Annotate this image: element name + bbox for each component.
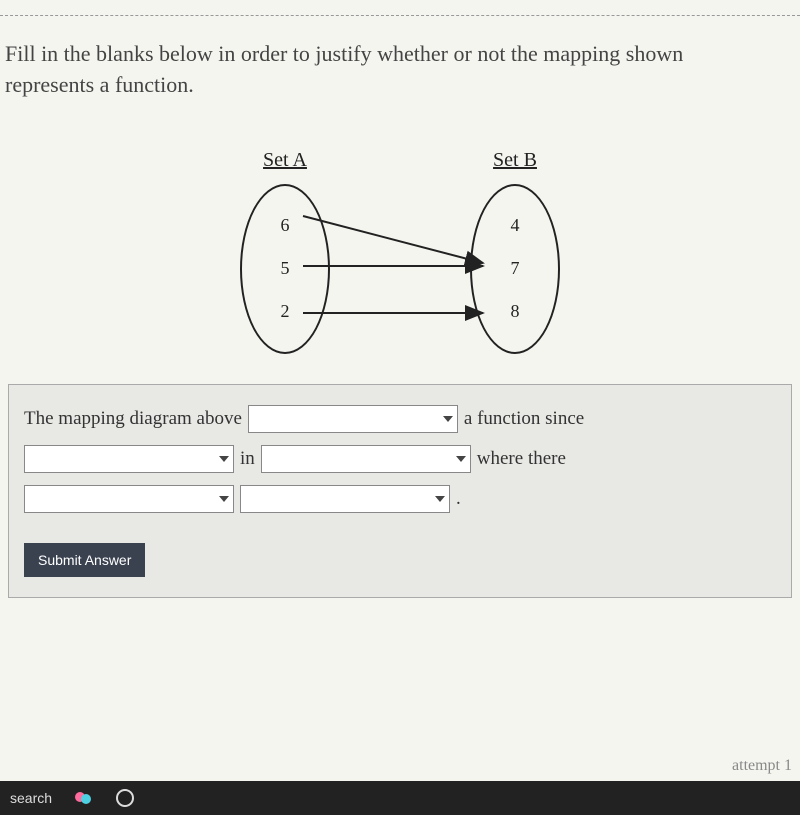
- answer-mid1: a function since: [464, 408, 584, 430]
- answer-box: The mapping diagram above a function sin…: [8, 384, 792, 598]
- answer-period: .: [456, 488, 461, 510]
- taskbar-weather-icon[interactable]: [72, 787, 94, 809]
- set-b-label: Set B: [493, 149, 537, 172]
- chevron-down-icon: [219, 456, 229, 462]
- sets-wrapper: Set A 6 5 2 Set B 4 7 8: [240, 149, 560, 354]
- answer-in: in: [240, 448, 255, 470]
- answer-mid2: where there: [477, 448, 566, 470]
- answer-row-3: .: [24, 485, 776, 513]
- set-a-label: Set A: [263, 149, 307, 172]
- chevron-down-icon: [443, 416, 453, 422]
- set-a-column: Set A 6 5 2: [240, 149, 330, 354]
- dropdown-3[interactable]: [261, 445, 471, 473]
- dropdown-4[interactable]: [24, 485, 234, 513]
- answer-row-1: The mapping diagram above a function sin…: [24, 405, 776, 433]
- set-b-oval: 4 7 8: [470, 184, 560, 354]
- divider-line: [0, 15, 800, 16]
- mapping-diagram: Set A 6 5 2 Set B 4 7 8: [0, 149, 800, 354]
- attempt-label: attempt 1: [732, 757, 792, 775]
- set-a-oval: 6 5 2: [240, 184, 330, 354]
- chevron-down-icon: [219, 496, 229, 502]
- set-a-item: 5: [281, 258, 290, 279]
- dropdown-2[interactable]: [24, 445, 234, 473]
- answer-row-2: in where there: [24, 445, 776, 473]
- taskbar: search: [0, 781, 800, 815]
- set-b-column: Set B 4 7 8: [470, 149, 560, 354]
- chevron-down-icon: [435, 496, 445, 502]
- question-line1: Fill in the blanks below in order to jus…: [5, 41, 683, 66]
- dropdown-5[interactable]: [240, 485, 450, 513]
- taskbar-search-label[interactable]: search: [10, 790, 52, 806]
- set-b-item: 7: [511, 258, 520, 279]
- chevron-down-icon: [456, 456, 466, 462]
- dropdown-1[interactable]: [248, 405, 458, 433]
- question-text: Fill in the blanks below in order to jus…: [0, 31, 800, 109]
- set-b-item: 8: [511, 301, 520, 322]
- submit-button[interactable]: Submit Answer: [24, 543, 145, 577]
- taskbar-circle-icon[interactable]: [114, 787, 136, 809]
- answer-prefix: The mapping diagram above: [24, 408, 242, 430]
- set-b-item: 4: [511, 215, 520, 236]
- question-line2: represents a function.: [5, 72, 194, 97]
- set-a-item: 6: [281, 215, 290, 236]
- set-a-item: 2: [281, 301, 290, 322]
